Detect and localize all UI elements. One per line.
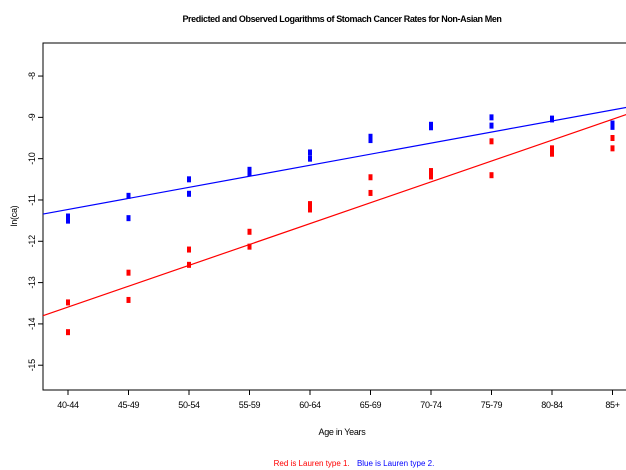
x-tick-label: 70-74 <box>420 400 442 410</box>
fit-line <box>42 114 626 317</box>
data-point <box>489 122 494 129</box>
data-point <box>247 166 252 173</box>
data-point <box>247 170 252 177</box>
x-tick-label: 60-64 <box>299 400 321 410</box>
plot-frame <box>42 42 626 391</box>
data-point <box>187 190 191 197</box>
data-point <box>368 189 373 196</box>
data-point <box>308 206 312 213</box>
data-point <box>429 124 433 131</box>
x-tick-label: 75-79 <box>481 400 503 410</box>
x-axis-label: Age in Years <box>319 427 367 437</box>
legend: Red is Lauren type 1. Blue is Lauren typ… <box>274 459 435 468</box>
y-tick-label: -12 <box>27 235 37 247</box>
data-point <box>368 174 373 181</box>
data-point <box>610 123 615 130</box>
x-tick-label: 80-84 <box>541 400 563 410</box>
data-point <box>368 133 373 140</box>
x-tick-label: 50-54 <box>178 400 200 410</box>
x-tick-label: 45-49 <box>118 400 140 410</box>
data-point <box>610 135 615 142</box>
data-point <box>126 269 131 276</box>
data-point <box>610 145 615 152</box>
data-point <box>489 172 494 179</box>
data-point <box>66 329 70 336</box>
x-tick-label: 55-59 <box>239 400 261 410</box>
legend-item-red: Red is Lauren type 1. <box>274 459 350 468</box>
data-point <box>247 243 252 250</box>
y-axis: -15 -14 -13 -12 -11 -10 -9 -8 <box>27 72 43 371</box>
data-point <box>187 176 191 183</box>
data-point <box>550 145 554 152</box>
data-point <box>368 137 373 144</box>
data-point <box>187 261 191 268</box>
legend-item-blue: Blue is Lauren type 2. <box>357 459 434 468</box>
data-points <box>66 114 615 336</box>
data-point <box>66 299 70 306</box>
data-point <box>247 228 252 235</box>
data-point <box>308 155 312 162</box>
x-tick-label: 65-69 <box>360 400 382 410</box>
data-point <box>429 173 433 180</box>
y-tick-label: -13 <box>27 276 37 288</box>
fit-line <box>42 106 626 215</box>
fit-lines <box>42 106 626 317</box>
plot-area <box>42 42 626 391</box>
chart-title: Predicted and Observed Logarithms of Sto… <box>182 14 501 24</box>
y-tick-label: -15 <box>27 359 37 371</box>
data-point <box>429 168 433 175</box>
data-point <box>126 296 131 303</box>
data-point <box>66 213 70 220</box>
y-tick-label: -14 <box>27 318 37 330</box>
y-tick-label: -8 <box>27 72 37 80</box>
data-point <box>126 192 131 199</box>
data-point <box>187 246 191 253</box>
x-axis: 40-44 45-49 50-54 55-59 60-64 65-69 70-74 75-79… <box>57 390 620 410</box>
y-tick-label: -9 <box>27 113 37 121</box>
y-tick-label: -10 <box>27 152 37 164</box>
data-point <box>489 138 494 145</box>
data-point <box>66 217 70 224</box>
data-point <box>610 120 615 127</box>
x-tick-label: 85+ <box>605 400 619 410</box>
data-point <box>550 116 554 123</box>
data-point <box>126 215 131 222</box>
data-point <box>308 201 312 208</box>
data-point <box>308 149 312 156</box>
data-point <box>550 150 554 157</box>
x-tick-label: 40-44 <box>57 400 79 410</box>
y-axis-label: ln(ca) <box>9 205 19 226</box>
data-point <box>489 114 494 121</box>
y-tick-label: -11 <box>27 194 37 206</box>
